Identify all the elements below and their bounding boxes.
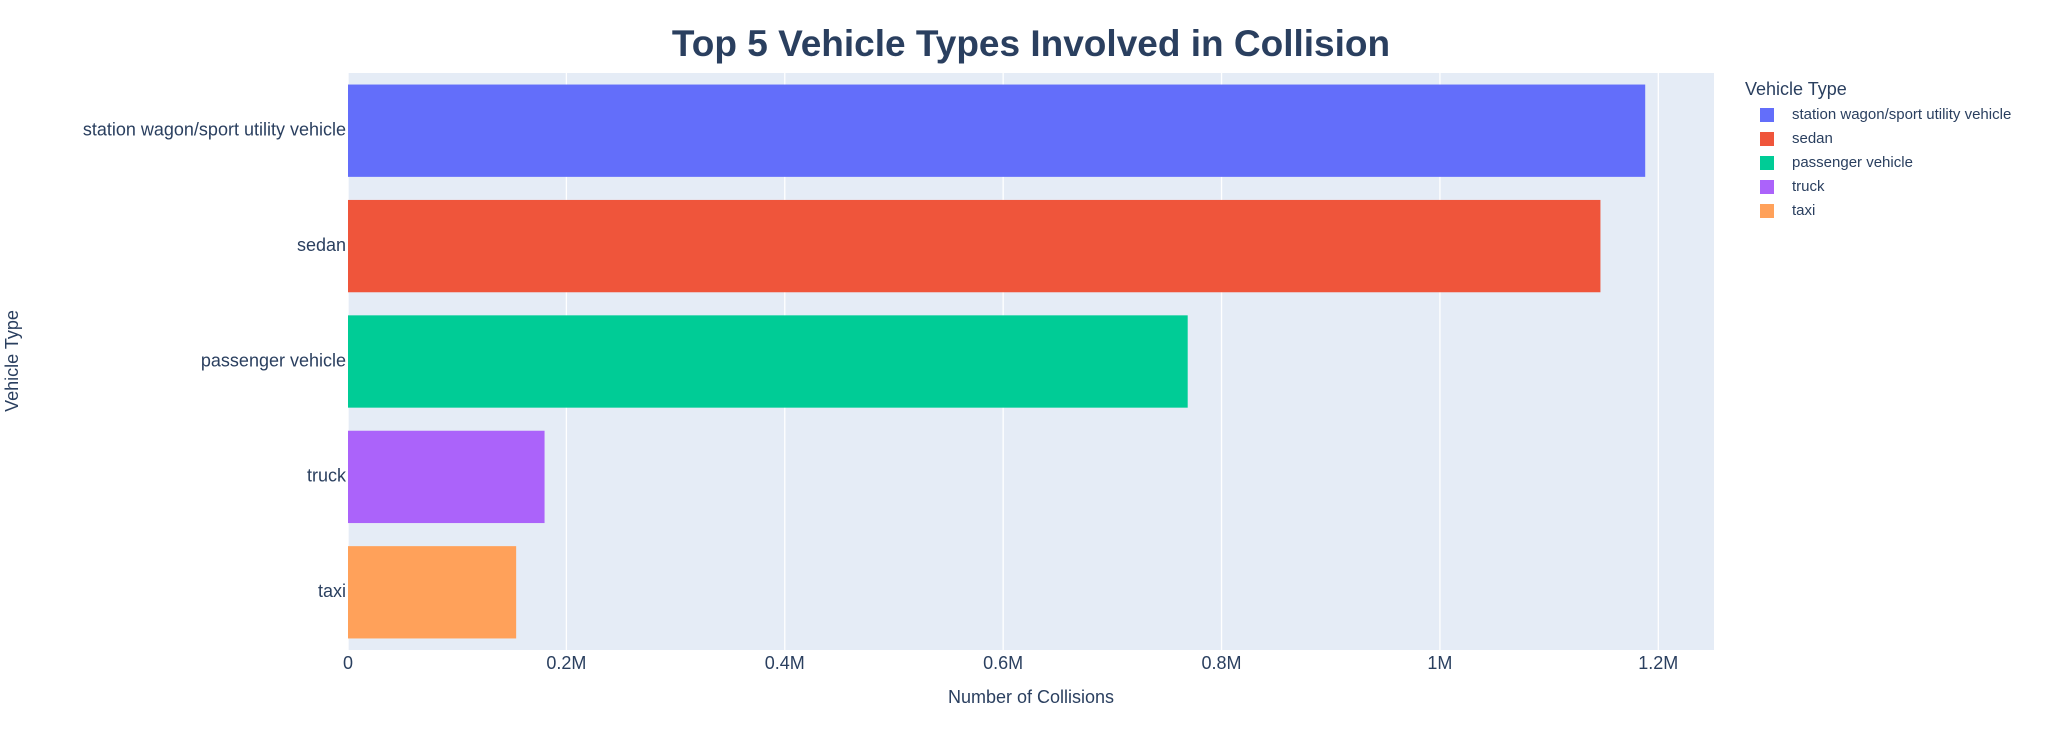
legend-label: truck: [1792, 178, 1825, 195]
bar: [348, 546, 517, 639]
legend-swatch: [1760, 156, 1774, 170]
y-tick-label: station wagon/sport utility vehicle: [83, 119, 346, 139]
y-tick-label: taxi: [318, 581, 346, 601]
x-tick-label: 1M: [1427, 653, 1452, 673]
legend-label: passenger vehicle: [1792, 154, 1913, 171]
legend-swatch: [1760, 108, 1774, 122]
legend-label: taxi: [1792, 202, 1815, 219]
x-tick-label: 0: [343, 653, 353, 673]
y-tick-label: truck: [307, 466, 347, 486]
x-tick-label: 0.4M: [765, 653, 805, 673]
x-axis-title: Number of Collisions: [948, 687, 1114, 707]
x-tick-label: 0.2M: [546, 653, 586, 673]
legend-swatch: [1760, 132, 1774, 146]
x-tick-label: 0.8M: [1202, 653, 1242, 673]
legend-label: sedan: [1792, 130, 1833, 147]
x-tick-label: 0.6M: [983, 653, 1023, 673]
bar: [348, 84, 1646, 177]
legend-swatch: [1760, 204, 1774, 218]
chart-title: Top 5 Vehicle Types Involved in Collisio…: [672, 23, 1390, 64]
bar: [348, 199, 1601, 293]
bar: [348, 315, 1188, 408]
y-tick-label: sedan: [297, 235, 346, 255]
legend-label: station wagon/sport utility vehicle: [1792, 106, 2011, 123]
bar: [348, 430, 545, 524]
y-tick-label: passenger vehicle: [201, 350, 346, 370]
legend-swatch: [1760, 180, 1774, 194]
x-tick-label: 1.2M: [1638, 653, 1678, 673]
y-axis-title: Vehicle Type: [2, 310, 22, 412]
legend-title: Vehicle Type: [1745, 79, 1847, 99]
